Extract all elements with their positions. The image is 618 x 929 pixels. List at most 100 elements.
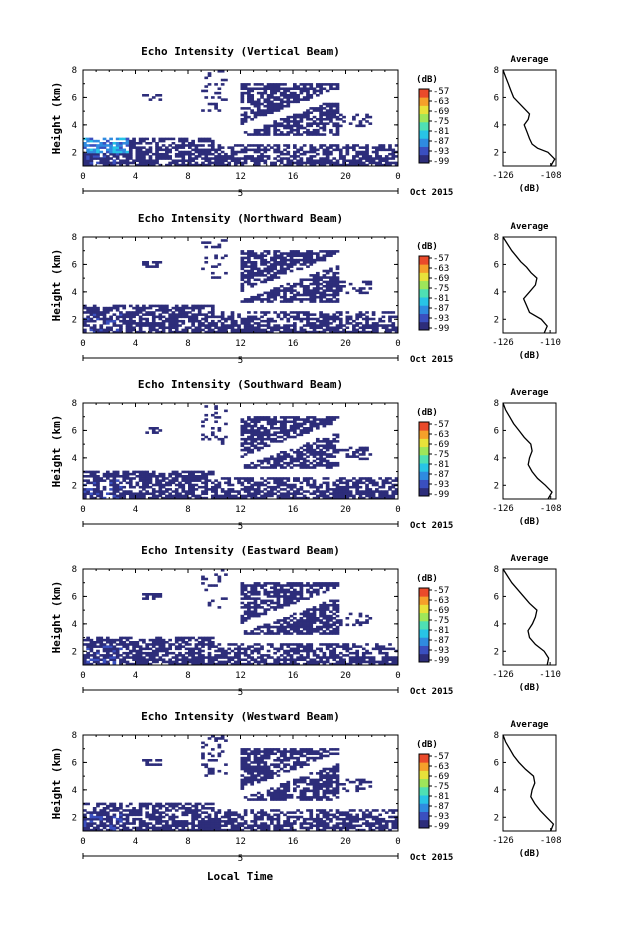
- heatmap-cell: [332, 161, 337, 165]
- heatmap-cell: [279, 83, 284, 86]
- heatmap-cell: [270, 295, 274, 299]
- heatmap-cell: [283, 120, 287, 123]
- heatmap-cell: [296, 94, 300, 97]
- heatmap-cell: [266, 494, 271, 498]
- heatmap-cell: [237, 651, 241, 655]
- heatmap-cell: [332, 115, 337, 119]
- heatmap-cell: [240, 107, 245, 110]
- heatmap-cell: [158, 155, 163, 158]
- heatmap-cell: [220, 649, 225, 653]
- heatmap-cell: [138, 656, 143, 659]
- heatmap-cell: [224, 330, 228, 334]
- heatmap-cell: [319, 256, 323, 260]
- heatmap-cell: [201, 582, 205, 585]
- heatmap-cell: [293, 435, 297, 439]
- heatmap-cell: [319, 455, 323, 458]
- heatmap-cell: [355, 155, 360, 158]
- heatmap-cell: [227, 163, 232, 167]
- heatmap-cell: [188, 470, 192, 474]
- heatmap-cell: [128, 313, 133, 316]
- heatmap-cell: [260, 601, 264, 605]
- heatmap-cell: [201, 424, 205, 428]
- heatmap-cell: [86, 479, 90, 482]
- heatmap-cell: [174, 479, 179, 482]
- heatmap-cell: [273, 256, 277, 260]
- heatmap-cell: [329, 109, 333, 112]
- heatmap-cell: [299, 120, 304, 123]
- heatmap-cell: [306, 324, 310, 327]
- heatmap-cell: [289, 254, 294, 258]
- heatmap-cell: [279, 263, 284, 266]
- heatmap-cell: [348, 485, 353, 489]
- heatmap-cell: [243, 662, 248, 666]
- heatmap-cell: [273, 584, 277, 587]
- heatmap-cell: [361, 492, 366, 496]
- heatmap-cell: [289, 258, 294, 262]
- heatmap-cell: [286, 263, 291, 266]
- heatmap-cell: [119, 328, 123, 332]
- heatmap-cell: [214, 150, 218, 154]
- heatmap-cell: [256, 431, 261, 434]
- heatmap-cell: [204, 157, 209, 160]
- heatmap-cell: [247, 87, 251, 91]
- heatmap-cell: [309, 420, 314, 424]
- heatmap-cell: [384, 324, 389, 327]
- heatmap-cell: [178, 159, 182, 163]
- heatmap-cell: [309, 422, 314, 426]
- heatmap-cell: [128, 311, 133, 314]
- heatmap-cell: [325, 324, 330, 327]
- heatmap-cell: [240, 488, 245, 491]
- heatmap-cell: [329, 83, 333, 86]
- heatmap-cell: [299, 89, 304, 93]
- heatmap-cell: [270, 274, 274, 277]
- heatmap-cell: [266, 632, 271, 635]
- heatmap-cell: [256, 660, 261, 664]
- heatmap-cell: [102, 311, 107, 314]
- heatmap-cell: [283, 263, 287, 266]
- heatmap-cell: [102, 328, 107, 332]
- heatmap-cell: [128, 490, 133, 493]
- heatmap-cell: [296, 464, 300, 467]
- heatmap-cell: [92, 157, 97, 160]
- heatmap-cell: [243, 466, 248, 469]
- heatmap-cell: [197, 309, 202, 312]
- heatmap-cell: [102, 472, 107, 476]
- heatmap-cell: [348, 163, 353, 167]
- heatmap-cell: [394, 328, 399, 332]
- heatmap-cell: [220, 662, 225, 666]
- heatmap-cell: [214, 584, 218, 587]
- heatmap-cell: [191, 304, 195, 308]
- heatmap-cell: [335, 461, 340, 465]
- heatmap-cell: [266, 111, 271, 115]
- heatmap-cell: [309, 282, 314, 286]
- heatmap-cell: [276, 627, 281, 631]
- heatmap-cell: [299, 87, 304, 91]
- heatmap-cell: [151, 641, 156, 644]
- heatmap-cell: [289, 658, 294, 662]
- heatmap-cell: [92, 654, 97, 657]
- heatmap-cell: [276, 477, 281, 480]
- heatmap-cell: [201, 324, 205, 327]
- heatmap-cell: [197, 649, 202, 653]
- heatmap-cell: [125, 144, 130, 147]
- heatmap-cell: [276, 619, 281, 622]
- heatmap-cell: [296, 427, 300, 430]
- heatmap-cell: [243, 265, 248, 268]
- heatmap-cell: [210, 315, 215, 319]
- heatmap-cell: [338, 319, 343, 323]
- heatmap-cell: [240, 276, 245, 279]
- heatmap-cell: [286, 298, 291, 301]
- heatmap-cell: [240, 285, 245, 288]
- heatmap-cell: [338, 660, 343, 664]
- heatmap-cell: [142, 137, 146, 141]
- heatmap-cell: [306, 319, 310, 323]
- heatmap-cell: [243, 593, 248, 596]
- heatmap-cell: [178, 324, 182, 327]
- heatmap-cell: [224, 155, 228, 158]
- heatmap-cell: [174, 477, 179, 480]
- heatmap-cell: [286, 595, 291, 598]
- heatmap-cell: [266, 649, 271, 653]
- heatmap-cell: [273, 109, 277, 112]
- heatmap-cell: [270, 104, 274, 108]
